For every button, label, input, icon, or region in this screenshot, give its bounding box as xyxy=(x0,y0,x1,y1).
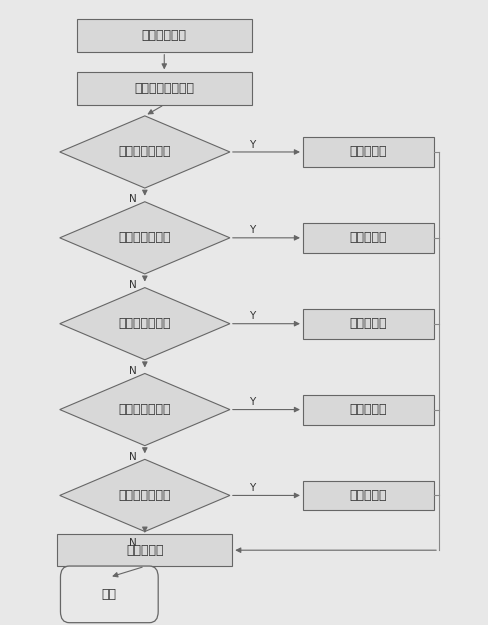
Text: 是否具有日弹性: 是否具有日弹性 xyxy=(118,489,171,502)
Polygon shape xyxy=(60,459,229,531)
FancyBboxPatch shape xyxy=(57,534,232,566)
FancyBboxPatch shape xyxy=(61,566,158,622)
FancyBboxPatch shape xyxy=(302,137,433,167)
FancyBboxPatch shape xyxy=(77,19,251,52)
Text: 是否具有年弹性: 是否具有年弹性 xyxy=(118,146,171,159)
FancyBboxPatch shape xyxy=(302,481,433,511)
Text: 富有季弹性: 富有季弹性 xyxy=(349,231,386,244)
Text: 富有年弹性: 富有年弹性 xyxy=(349,146,386,159)
Text: N: N xyxy=(128,194,136,204)
FancyBboxPatch shape xyxy=(302,309,433,339)
Text: 富有月弹性: 富有月弹性 xyxy=(349,318,386,330)
Text: 输出典型负荷曲线: 输出典型负荷曲线 xyxy=(134,82,194,95)
Text: 富有周弹性: 富有周弹性 xyxy=(349,403,386,416)
FancyBboxPatch shape xyxy=(302,223,433,253)
FancyBboxPatch shape xyxy=(77,72,251,104)
Text: 是否具有周弹性: 是否具有周弹性 xyxy=(118,403,171,416)
Text: 输入负荷类别: 输入负荷类别 xyxy=(142,29,186,42)
Text: N: N xyxy=(128,452,136,462)
Text: N: N xyxy=(128,366,136,376)
Text: Y: Y xyxy=(248,226,254,236)
Text: 无时间弹性: 无时间弹性 xyxy=(126,544,163,557)
FancyBboxPatch shape xyxy=(302,394,433,424)
Text: 是否具有季弹性: 是否具有季弹性 xyxy=(118,231,171,244)
Polygon shape xyxy=(60,288,229,360)
Text: 富有日弹性: 富有日弹性 xyxy=(349,489,386,502)
Text: Y: Y xyxy=(248,483,254,493)
Text: 结束: 结束 xyxy=(102,588,117,601)
Text: Y: Y xyxy=(248,311,254,321)
Polygon shape xyxy=(60,202,229,274)
Polygon shape xyxy=(60,374,229,446)
Polygon shape xyxy=(60,116,229,188)
Text: N: N xyxy=(128,538,136,548)
Text: N: N xyxy=(128,280,136,290)
Text: Y: Y xyxy=(248,139,254,149)
Text: 是否具有月弹性: 是否具有月弹性 xyxy=(118,318,171,330)
Text: Y: Y xyxy=(248,397,254,407)
